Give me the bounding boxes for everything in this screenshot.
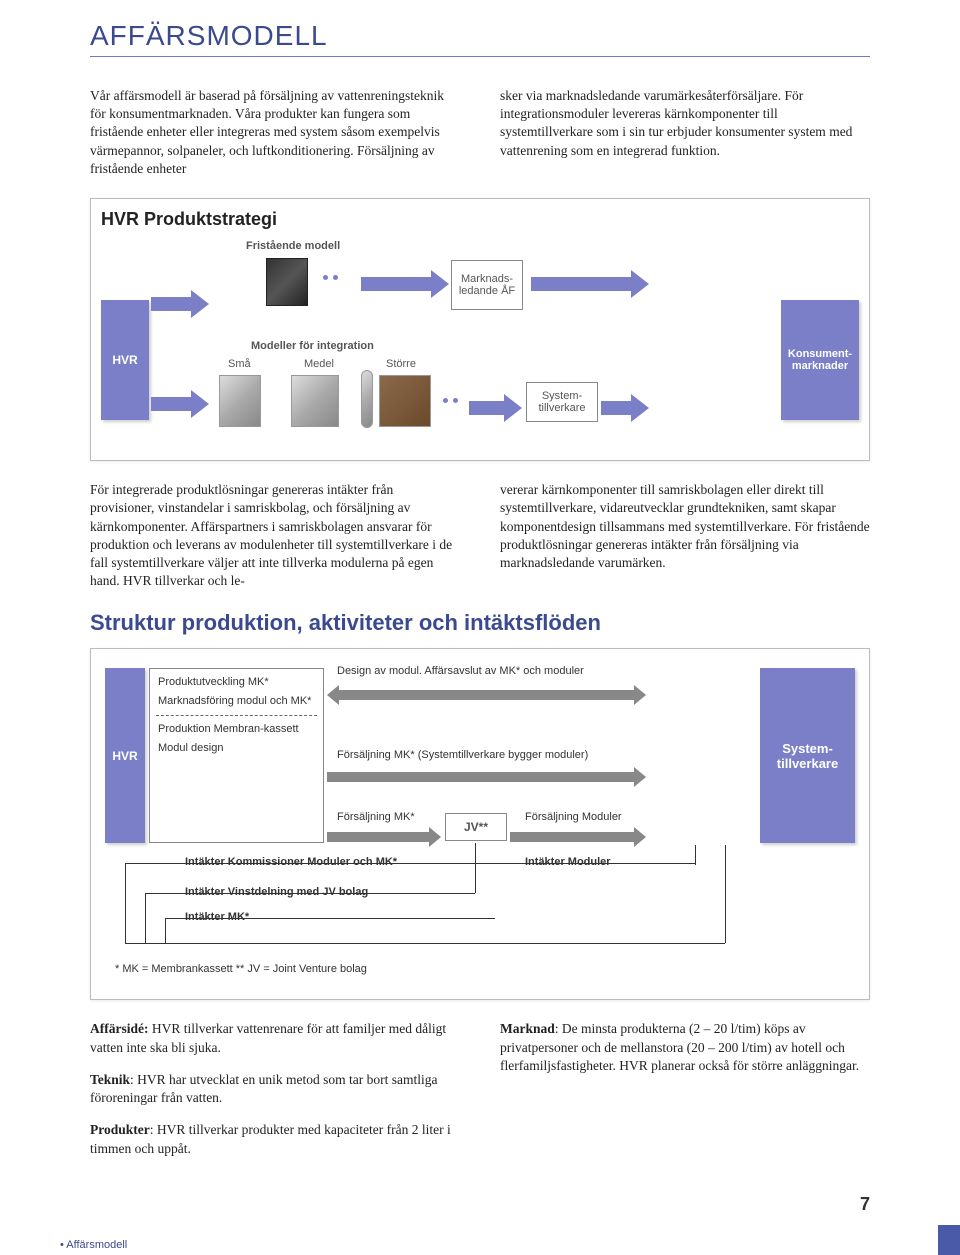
teknik-label: Teknik (90, 1072, 130, 1087)
sidebar-strip (938, 1225, 960, 1255)
d2-title: Struktur produktion, aktiviteter och int… (90, 610, 870, 636)
d1-large-img (379, 375, 431, 427)
affarside: Affärsidé: HVR tillverkar vattenrenare f… (90, 1020, 460, 1056)
mid-col-1: För integrerade produktlösningar generer… (90, 481, 460, 590)
d1-hvr-box: HVR (101, 300, 149, 420)
marknad-label: Marknad (500, 1021, 555, 1036)
d1-medium-img (291, 375, 339, 427)
teknik-text: : HVR har utvecklat en unik metod som ta… (90, 1072, 437, 1105)
d2-income3: Intäkter MK* (185, 911, 249, 923)
mid-col-2: vererar kärnkomponenter till samriskbola… (500, 481, 870, 590)
produkter: Produkter: HVR tillverkar produkter med … (90, 1121, 460, 1157)
d2-system: System-tillverkare (760, 668, 855, 843)
d1-integration-label: Modeller för integration (251, 340, 374, 352)
page-number: 7 (860, 1194, 870, 1215)
marknad-text: : De minsta produkterna (2 – 20 l/tim) k… (500, 1021, 859, 1072)
d1-large: Större (386, 358, 416, 370)
d2-line-2: Produktion Membran-kassett (158, 722, 315, 737)
d1-medium: Medel (304, 358, 334, 370)
affars-label: Affärsidé: (90, 1021, 148, 1036)
d2-note: * MK = Membrankassett ** JV = Joint Vent… (115, 963, 367, 975)
d1-small: Små (228, 358, 251, 370)
d2-income2: Intäkter Vinstdelning med JV bolag (185, 886, 368, 898)
d1-system-mfr: System-tillverkare (526, 382, 598, 422)
d2-income1: Intäkter Kommissioner Moduler och MK* (185, 856, 397, 868)
page-title: AFFÄRSMODELL (90, 20, 870, 57)
d2-a2-label: Försäljning MK* (Systemtillverkare bygge… (337, 749, 588, 761)
d2-hvr: HVR (105, 668, 145, 843)
intro-col-1: Vår affärsmodell är baserad på försäljni… (90, 87, 460, 178)
d2-line-1: Marknadsföring modul och MK* (158, 694, 315, 709)
d2-line-0: Produktutveckling MK* (158, 675, 315, 690)
mid-text: För integrerade produktlösningar generer… (90, 481, 870, 590)
diagram-product-strategy: HVR Produktstrategi HVR Fristående model… (90, 198, 870, 461)
produkt-label: Produkter (90, 1122, 150, 1137)
teknik: Teknik: HVR har utvecklat en unik metod … (90, 1071, 460, 1107)
intro-col-2: sker via marknadsledande varumärkesåterf… (500, 87, 870, 178)
d2-jv: JV** (445, 813, 507, 841)
d1-standalone-label: Fristående modell (246, 240, 340, 252)
d2-a1-label: Design av modul. Affärsavslut av MK* och… (337, 665, 584, 677)
intro-text: Vår affärsmodell är baserad på försäljni… (90, 87, 870, 178)
d1-title: HVR Produktstrategi (101, 209, 859, 230)
d1-market-af: Marknads-ledande ÅF (451, 260, 523, 310)
marknad: Marknad: De minsta produkterna (2 – 20 l… (500, 1020, 870, 1075)
diagram-structure: HVR Produktutveckling MK* Marknadsföring… (90, 648, 870, 1000)
d2-line-3: Modul design (158, 741, 315, 756)
d1-large-tank (361, 370, 373, 428)
d1-standalone-unit (266, 258, 308, 306)
d2-a4-label: Försäljning Moduler (525, 811, 622, 823)
d2-income4: Intäkter Moduler (525, 856, 611, 868)
d1-consumer-box: Konsument-marknader (781, 300, 859, 420)
d2-activity-box: Produktutveckling MK* Marknadsföring mod… (149, 668, 324, 843)
d2-a3-label: Försäljning MK* (337, 811, 415, 823)
bottom-info: Affärsidé: HVR tillverkar vattenrenare f… (90, 1020, 870, 1171)
d1-small-img (219, 375, 261, 427)
footer-tab: • Affärsmodell (60, 1235, 127, 1255)
